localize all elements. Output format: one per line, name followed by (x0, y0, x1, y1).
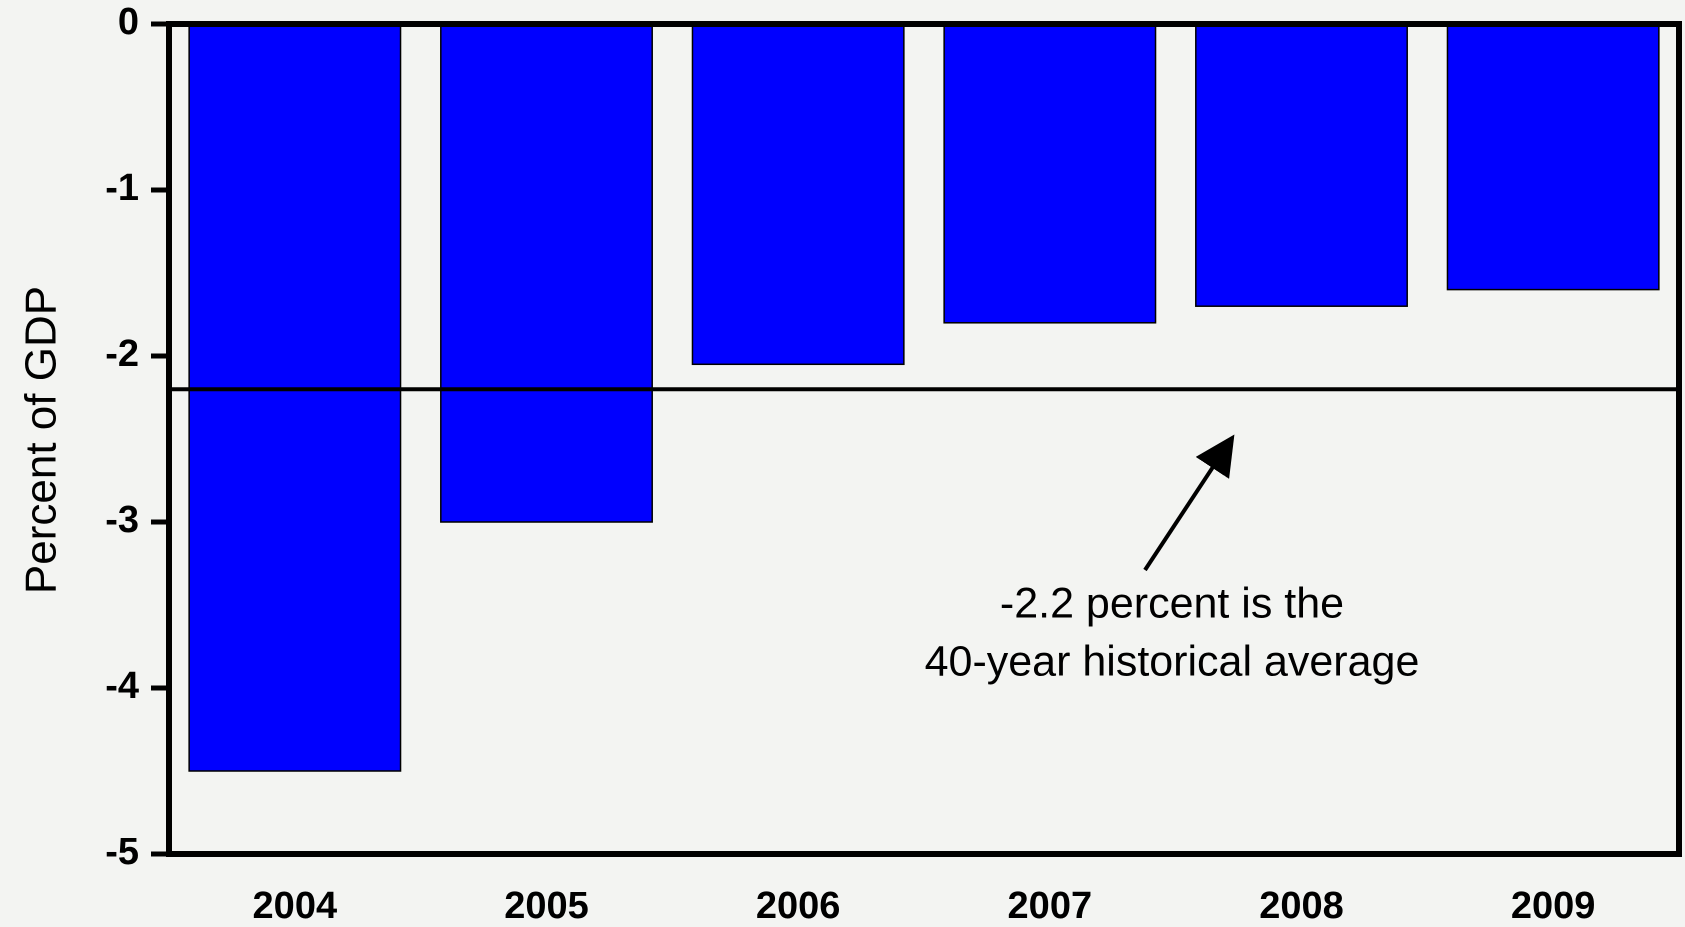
y-tick-label: -4 (105, 665, 139, 707)
bar (188, 23, 402, 772)
x-tick-label: 2006 (756, 885, 841, 927)
bar (691, 23, 905, 366)
bar (440, 23, 653, 523)
annotation-text: -2.2 percent is the (1000, 579, 1344, 627)
bar (1195, 23, 1408, 307)
bar (943, 23, 1157, 324)
annotation-text: 40-year historical average (925, 637, 1420, 685)
y-axis-label: Percent of GDP (17, 286, 66, 594)
x-tick-label: 2004 (253, 885, 338, 927)
x-tick-label: 2008 (1259, 885, 1344, 927)
plot-frame (166, 21, 1682, 857)
x-tick-label: 2005 (504, 885, 589, 927)
bar (1446, 23, 1660, 291)
y-tick-label: 0 (118, 1, 139, 43)
y-tick-label: -1 (105, 167, 139, 209)
y-tick-label: -3 (105, 499, 139, 541)
y-tick-label: -2 (105, 333, 139, 375)
x-tick-label: 2007 (1008, 885, 1093, 927)
annotation-arrow (1143, 434, 1235, 572)
x-tick-label: 2009 (1511, 885, 1596, 927)
y-tick-label: -5 (105, 831, 139, 873)
